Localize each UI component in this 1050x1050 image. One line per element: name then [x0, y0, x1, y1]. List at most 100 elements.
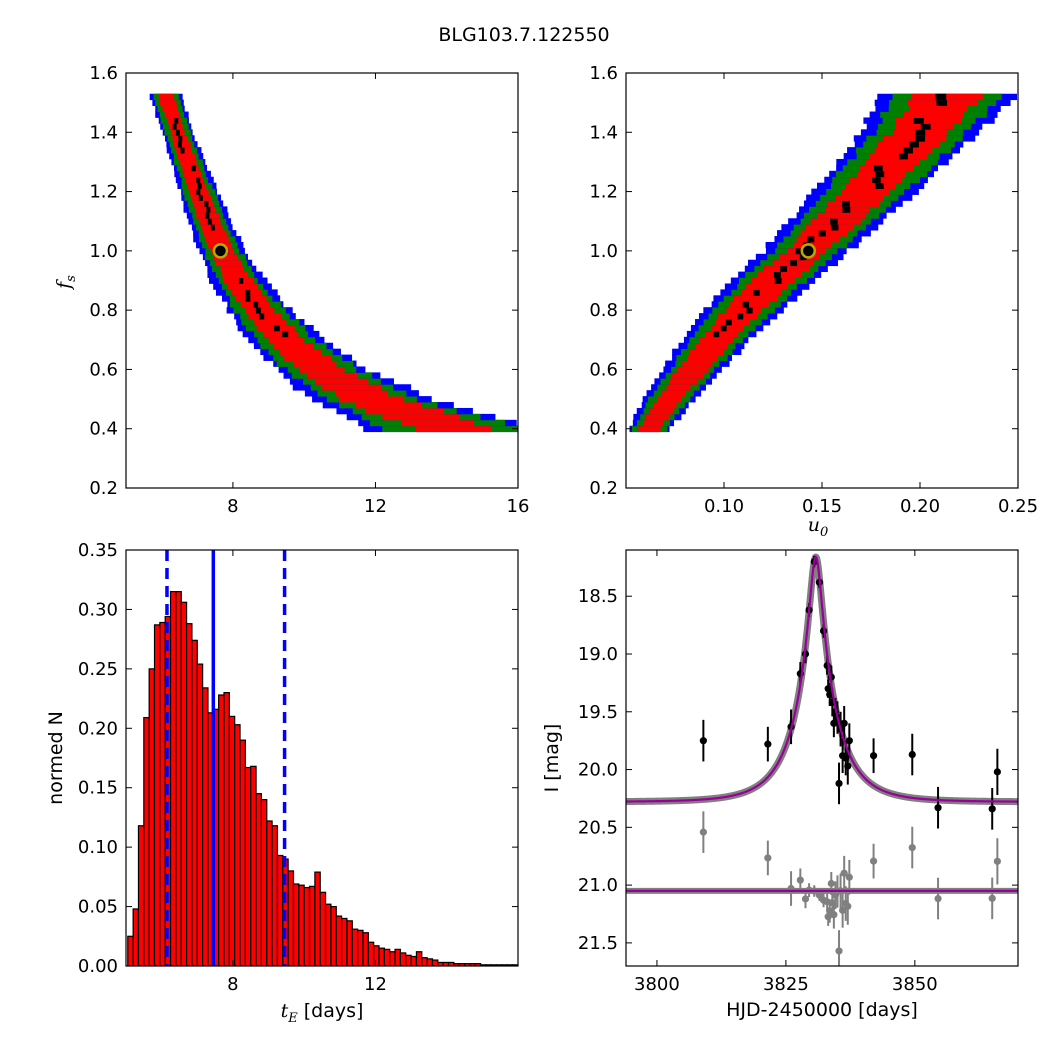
x-axis-label-main: u — [808, 514, 820, 536]
likelihood-region-core — [207, 218, 212, 225]
likelihood-region-inner — [638, 425, 661, 433]
residual-point — [988, 894, 996, 902]
likelihood-region-inner — [779, 253, 820, 261]
histogram-bar — [266, 820, 273, 966]
y-tick-label: 1.4 — [89, 122, 118, 143]
likelihood-region-inner — [733, 295, 778, 302]
likelihood-region-inner — [695, 342, 728, 350]
likelihood-region-core — [175, 129, 180, 136]
x-axis-label: tE [days] — [281, 1000, 364, 1026]
likelihood-region-inner — [796, 236, 840, 243]
axes-frame — [125, 72, 519, 489]
likelihood-region-inner — [400, 419, 474, 427]
likelihood-region-inner — [173, 141, 191, 148]
y-tick-label: 0.2 — [589, 478, 618, 499]
histogram-bar — [351, 928, 359, 966]
y-tick-label: 1.2 — [89, 182, 118, 203]
likelihood-region-inner — [662, 390, 686, 397]
axes-frame — [625, 72, 1019, 489]
likelihood-region-inner — [877, 141, 941, 148]
histogram-bar — [287, 870, 295, 966]
likelihood-region-inner — [746, 283, 788, 290]
likelihood-region-core — [282, 330, 289, 338]
residual-point — [764, 854, 772, 862]
likelihood-region-inner — [183, 170, 202, 178]
y-tick-label: 21.0 — [578, 875, 618, 896]
histogram-bar — [234, 724, 241, 966]
y-tick-label: 0.8 — [89, 300, 118, 321]
likelihood-region-core — [875, 170, 885, 178]
y-tick-label: 0.05 — [78, 897, 118, 918]
likelihood-region-core — [774, 277, 782, 284]
histogram-bar — [367, 941, 375, 966]
likelihood-region-inner — [235, 295, 267, 302]
y-tick-label: 1.6 — [89, 63, 118, 84]
residual-point — [845, 873, 853, 881]
data-point — [844, 762, 852, 770]
y-tick-label: 20.5 — [578, 817, 618, 838]
likelihood-region-core — [725, 319, 732, 326]
likelihood-region-core — [903, 147, 913, 154]
histogram-bar — [137, 825, 145, 966]
likelihood-region-inner — [869, 153, 927, 160]
likelihood-region-core — [872, 176, 881, 184]
histogram-bar — [276, 854, 284, 966]
y-axis-label-sub: s — [64, 275, 79, 282]
likelihood-region-inner — [268, 336, 305, 344]
histogram-bar — [250, 765, 257, 966]
likelihood-region-core — [831, 224, 839, 231]
plot-area — [629, 93, 1018, 433]
likelihood-region-core — [245, 289, 251, 296]
likelihood-region-inner — [186, 176, 204, 184]
likelihood-region-inner — [162, 105, 178, 112]
y-tick-label: 0.8 — [589, 300, 618, 321]
histogram-bar — [127, 935, 134, 966]
residual-point — [908, 843, 916, 852]
histogram-bar — [298, 884, 305, 966]
y-tick-label: 0.35 — [78, 540, 118, 561]
likelihood-region-core — [842, 206, 851, 213]
y-tick-label: 0.25 — [78, 659, 118, 680]
likelihood-region-inner — [704, 330, 739, 338]
y-tick-label: 0.30 — [78, 599, 118, 620]
likelihood-region-core — [204, 200, 209, 207]
likelihood-region-inner — [299, 366, 345, 373]
residual-point — [801, 895, 810, 903]
histogram-bar — [260, 798, 268, 966]
y-tick-label: 19.0 — [578, 644, 618, 665]
likelihood-region-core — [720, 324, 727, 332]
histogram-bar — [303, 886, 311, 966]
likelihood-region-inner — [669, 378, 698, 385]
y-axis-label: normed N — [45, 711, 67, 805]
fs-vs-u0-panel: 0.10 0.15 0.20 0.25 0.2 0.4 0.6 0.8 1.0 1.2 1.4 1.6… — [589, 63, 1038, 540]
likelihood-region-inner — [182, 164, 199, 172]
likelihood-region-core — [255, 307, 261, 314]
histogram-bar — [169, 590, 177, 966]
histogram-bar — [410, 955, 418, 966]
histogram-bar — [292, 883, 300, 966]
data-point — [869, 752, 878, 760]
residual-point — [830, 911, 838, 919]
y-axis-label-main: f — [53, 279, 75, 291]
likelihood-region-inner — [909, 105, 967, 112]
likelihood-region-core — [780, 265, 788, 273]
y-tick-label: 20.0 — [578, 760, 618, 781]
tE-histogram-panel: 8 12 0.00 0.05 0.10 0.15 0.20 0.25 0.30 0.35 norme… — [45, 540, 519, 1026]
likelihood-region-core — [191, 164, 196, 172]
likelihood-region-core — [245, 295, 251, 302]
likelihood-region-core — [258, 313, 265, 320]
y-tick-label: 1.4 — [589, 122, 618, 143]
x-axis-label: HJD-2450000 [days] — [726, 999, 918, 1021]
residual-point — [796, 876, 804, 884]
x-axis-label-suffix: [days] — [298, 1000, 364, 1022]
x-tick-label: 0.15 — [802, 496, 842, 517]
likelihood-region-core — [196, 176, 201, 184]
likelihood-region-core — [206, 206, 211, 213]
plot-area — [127, 550, 518, 966]
residual-point — [827, 879, 835, 888]
histogram-bar — [324, 903, 332, 966]
best-fit-marker — [212, 243, 229, 259]
histogram-bar — [357, 929, 364, 966]
likelihood-region-inner — [222, 271, 248, 278]
histogram-bar — [143, 716, 150, 966]
